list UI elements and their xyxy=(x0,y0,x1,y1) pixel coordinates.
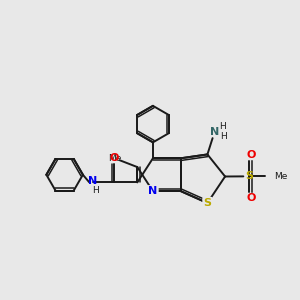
Text: O: O xyxy=(246,149,256,160)
Text: O: O xyxy=(110,153,119,163)
Text: N: N xyxy=(210,127,219,137)
Text: N: N xyxy=(148,186,158,196)
Text: O: O xyxy=(246,193,256,203)
Text: S: S xyxy=(245,171,253,181)
Text: S: S xyxy=(203,198,211,208)
Text: Me: Me xyxy=(108,154,121,163)
Text: Me: Me xyxy=(274,172,288,181)
Text: H: H xyxy=(219,122,226,130)
Text: H: H xyxy=(220,132,227,141)
Text: N: N xyxy=(88,176,97,186)
Text: H: H xyxy=(92,186,99,195)
